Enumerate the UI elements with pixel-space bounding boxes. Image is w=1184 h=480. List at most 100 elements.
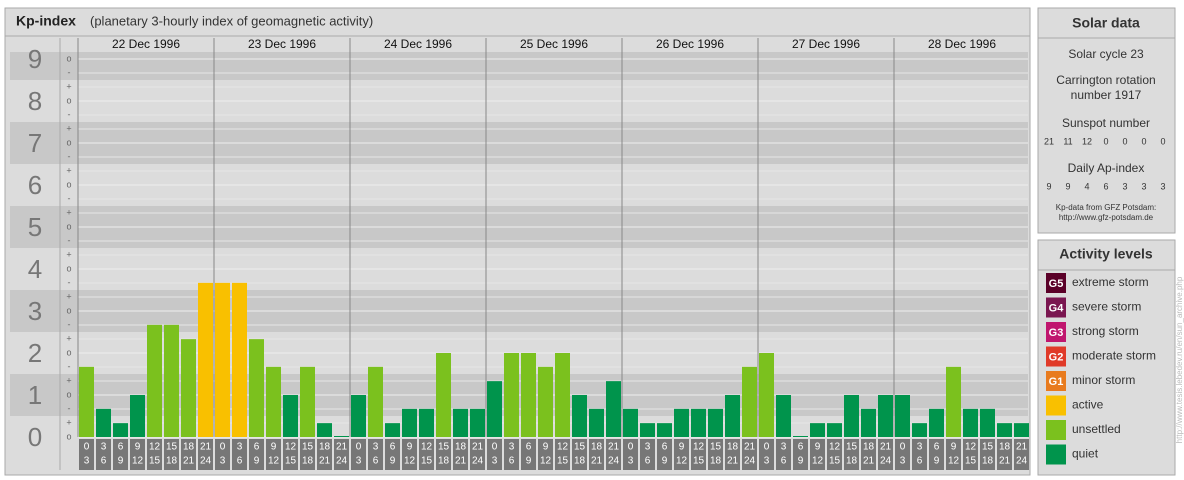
hour-label: 9 [815, 442, 821, 453]
sunspot-value: 0 [1122, 136, 1127, 146]
hour-box [691, 439, 706, 470]
hour-box [504, 439, 519, 470]
hour-label: 3 [628, 456, 634, 467]
bar [827, 423, 842, 437]
hour-label: 12 [285, 442, 297, 453]
hour-box [300, 439, 315, 470]
bar [300, 366, 315, 437]
hour-label: 15 [285, 456, 297, 467]
hour-label: 0 [220, 442, 226, 453]
minor-tick-label: - [68, 109, 71, 119]
legend-swatch [1046, 371, 1066, 391]
hour-label: 18 [863, 442, 875, 453]
y-tick-label: 3 [28, 296, 42, 326]
hour-label: 15 [982, 442, 994, 453]
hour-label: 6 [254, 442, 260, 453]
hour-box [351, 439, 366, 470]
minor-tick-label: + [66, 123, 71, 133]
bar [606, 381, 621, 437]
hour-label: 12 [268, 456, 280, 467]
bar [113, 423, 128, 437]
hour-label: 21 [183, 456, 195, 467]
ap-title: Daily Ap-index [1068, 161, 1145, 175]
carrington: Carrington rotation [1056, 73, 1155, 87]
hour-box [946, 439, 961, 470]
hour-box [436, 439, 451, 470]
minor-tick-label: - [68, 319, 71, 329]
y-tick-label: 2 [28, 338, 42, 368]
hour-label: 9 [662, 456, 668, 467]
hour-box [249, 439, 264, 470]
hour-box [674, 439, 689, 470]
hour-label: 3 [509, 442, 515, 453]
hour-box [929, 439, 944, 470]
minor-tick-label: o [66, 431, 71, 441]
hour-label: 15 [846, 442, 858, 453]
hour-label: 21 [200, 442, 212, 453]
bar [453, 408, 468, 437]
hour-label: 21 [744, 442, 756, 453]
sunspot-value: 21 [1044, 136, 1054, 146]
legend-name: strong storm [1072, 324, 1139, 338]
hour-label: 0 [628, 442, 634, 453]
hour-label: 6 [118, 442, 124, 453]
hour-label: 12 [812, 456, 824, 467]
hour-label: 24 [880, 456, 892, 467]
hour-box [113, 439, 128, 470]
hour-box [487, 439, 502, 470]
legend-name: active [1072, 398, 1104, 412]
sunspot-value: 0 [1160, 136, 1165, 146]
hour-box [215, 439, 230, 470]
solar-header [1037, 7, 1176, 39]
hour-label: 9 [951, 442, 957, 453]
bar [776, 395, 791, 437]
bar [198, 282, 213, 437]
bar [572, 395, 587, 437]
hour-label: 12 [693, 442, 705, 453]
date-label: 28 Dec 1996 [928, 37, 996, 51]
minor-tick-label: - [68, 193, 71, 203]
bar [912, 423, 927, 437]
hour-box [317, 439, 332, 470]
hour-box [708, 439, 723, 470]
hour-label: 3 [492, 456, 498, 467]
hour-box [912, 439, 927, 470]
hour-box [181, 439, 196, 470]
hour-label: 6 [662, 442, 668, 453]
y-tick-label: 6 [28, 170, 42, 200]
hour-label: 3 [764, 456, 770, 467]
hour-label: 15 [438, 442, 450, 453]
bar [385, 423, 400, 437]
hour-label: 18 [166, 456, 178, 467]
hour-label: 3 [645, 442, 651, 453]
date-label: 26 Dec 1996 [656, 37, 724, 51]
hour-label: 15 [693, 456, 705, 467]
hour-label: 0 [84, 442, 90, 453]
hour-label: 18 [455, 442, 467, 453]
hour-box [283, 439, 298, 470]
legend-name: extreme storm [1072, 275, 1149, 289]
ap-value: 6 [1103, 181, 1108, 191]
hour-box [402, 439, 417, 470]
hour-box [419, 439, 434, 470]
minor-tick-label: o [66, 347, 71, 357]
hour-box [997, 439, 1012, 470]
bar [555, 353, 570, 437]
zero-row [10, 437, 60, 470]
hour-label: 15 [421, 456, 433, 467]
y-tick-label: 0 [28, 422, 42, 452]
minor-tick-label: + [66, 165, 71, 175]
hour-box [878, 439, 893, 470]
ap-value: 9 [1065, 181, 1070, 191]
watermark: http://www.tesis.lebedev.ru/en/sun_archi… [1175, 276, 1184, 443]
hour-box [368, 439, 383, 470]
hour-label: 21 [880, 442, 892, 453]
hour-box [963, 439, 978, 470]
y-tick-label: 8 [28, 86, 42, 116]
legend-swatch [1046, 395, 1066, 416]
hour-label: 18 [591, 442, 603, 453]
sunspot-title: Sunspot number [1062, 116, 1150, 130]
bar [334, 436, 349, 437]
legend-swatch [1046, 444, 1066, 465]
hour-box [385, 439, 400, 470]
